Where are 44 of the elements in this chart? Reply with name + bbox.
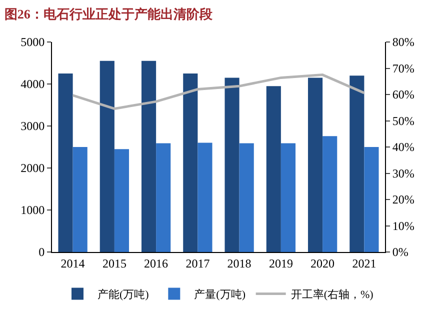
x-tick-label: 2020 <box>310 256 335 270</box>
x-tick-label: 2015 <box>102 256 126 270</box>
legend-label: 开工率(右轴，%) <box>290 288 374 302</box>
bar <box>100 60 114 252</box>
y2-tick-label: 30% <box>392 166 414 180</box>
y-tick-label: 5000 <box>20 35 45 50</box>
y2-tick-label: 20% <box>392 192 414 207</box>
bar <box>266 86 281 252</box>
bar <box>322 136 338 252</box>
y2-tick-label: 70% <box>392 61 414 76</box>
x-tick-label: 2014 <box>60 256 85 270</box>
bar <box>156 143 171 252</box>
bar <box>141 60 156 252</box>
x-tick-label: 2021 <box>352 256 376 270</box>
y2-tick-label: 50% <box>392 114 414 128</box>
line-series <box>72 74 366 110</box>
x-tick-label: 2019 <box>268 256 293 270</box>
bar <box>364 147 379 252</box>
bar <box>72 147 88 252</box>
legend-label: 产能(万吨) <box>98 288 150 302</box>
y-tick-label: 0 <box>38 245 45 260</box>
y2-tick-label: 40% <box>392 140 414 154</box>
x-tick-label: 2018 <box>227 256 252 270</box>
bar <box>183 74 198 252</box>
y-tick-label: 2000 <box>20 161 45 176</box>
chart-title: 图26：电石行业正处于产能出清阶段 <box>4 6 214 22</box>
x-tick-label: 2016 <box>144 256 168 270</box>
bar <box>58 74 73 252</box>
y-tick-label: 3000 <box>20 119 45 134</box>
y2-tick-label: 80% <box>392 35 414 50</box>
x-tick-label: 2017 <box>186 256 210 270</box>
bar <box>114 149 130 252</box>
bar <box>280 143 296 252</box>
y2-tick-label: 0% <box>392 245 408 260</box>
bar <box>198 142 212 252</box>
y2-tick-label: 10% <box>392 218 414 233</box>
bar <box>239 143 254 252</box>
y2-tick-label: 60% <box>392 88 414 102</box>
y-tick-label: 1000 <box>20 203 45 218</box>
bar <box>308 78 323 252</box>
bar <box>224 78 240 252</box>
y-tick-label: 4000 <box>20 77 45 92</box>
legend-label: 产量(万吨) <box>194 288 246 302</box>
bar <box>350 76 364 252</box>
